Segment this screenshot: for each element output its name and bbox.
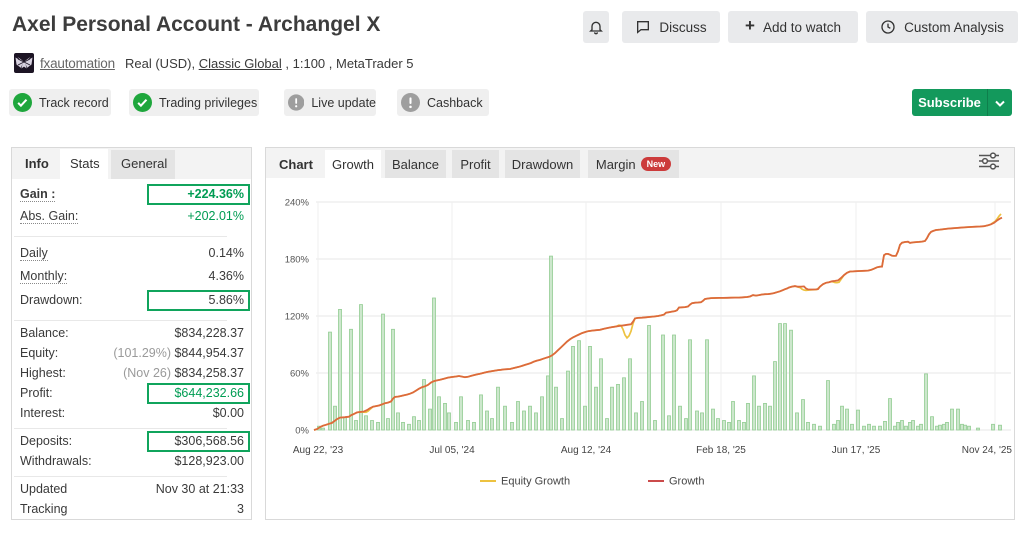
svg-text:Growth: Growth: [669, 476, 704, 488]
svg-text:Aug 12, '24: Aug 12, '24: [561, 445, 612, 456]
svg-text:180%: 180%: [285, 255, 310, 266]
svg-text:Feb 18, '25: Feb 18, '25: [696, 445, 746, 456]
svg-text:0%: 0%: [295, 426, 309, 437]
svg-text:Equity Growth: Equity Growth: [501, 476, 570, 488]
svg-text:240%: 240%: [285, 198, 310, 209]
svg-text:Nov 24, '25: Nov 24, '25: [962, 445, 1013, 456]
svg-text:Aug 22, '23: Aug 22, '23: [293, 445, 344, 456]
svg-text:Jul 05, '24: Jul 05, '24: [429, 445, 475, 456]
svg-text:120%: 120%: [285, 312, 310, 323]
svg-text:Jun 17, '25: Jun 17, '25: [832, 445, 881, 456]
svg-text:60%: 60%: [290, 369, 310, 380]
